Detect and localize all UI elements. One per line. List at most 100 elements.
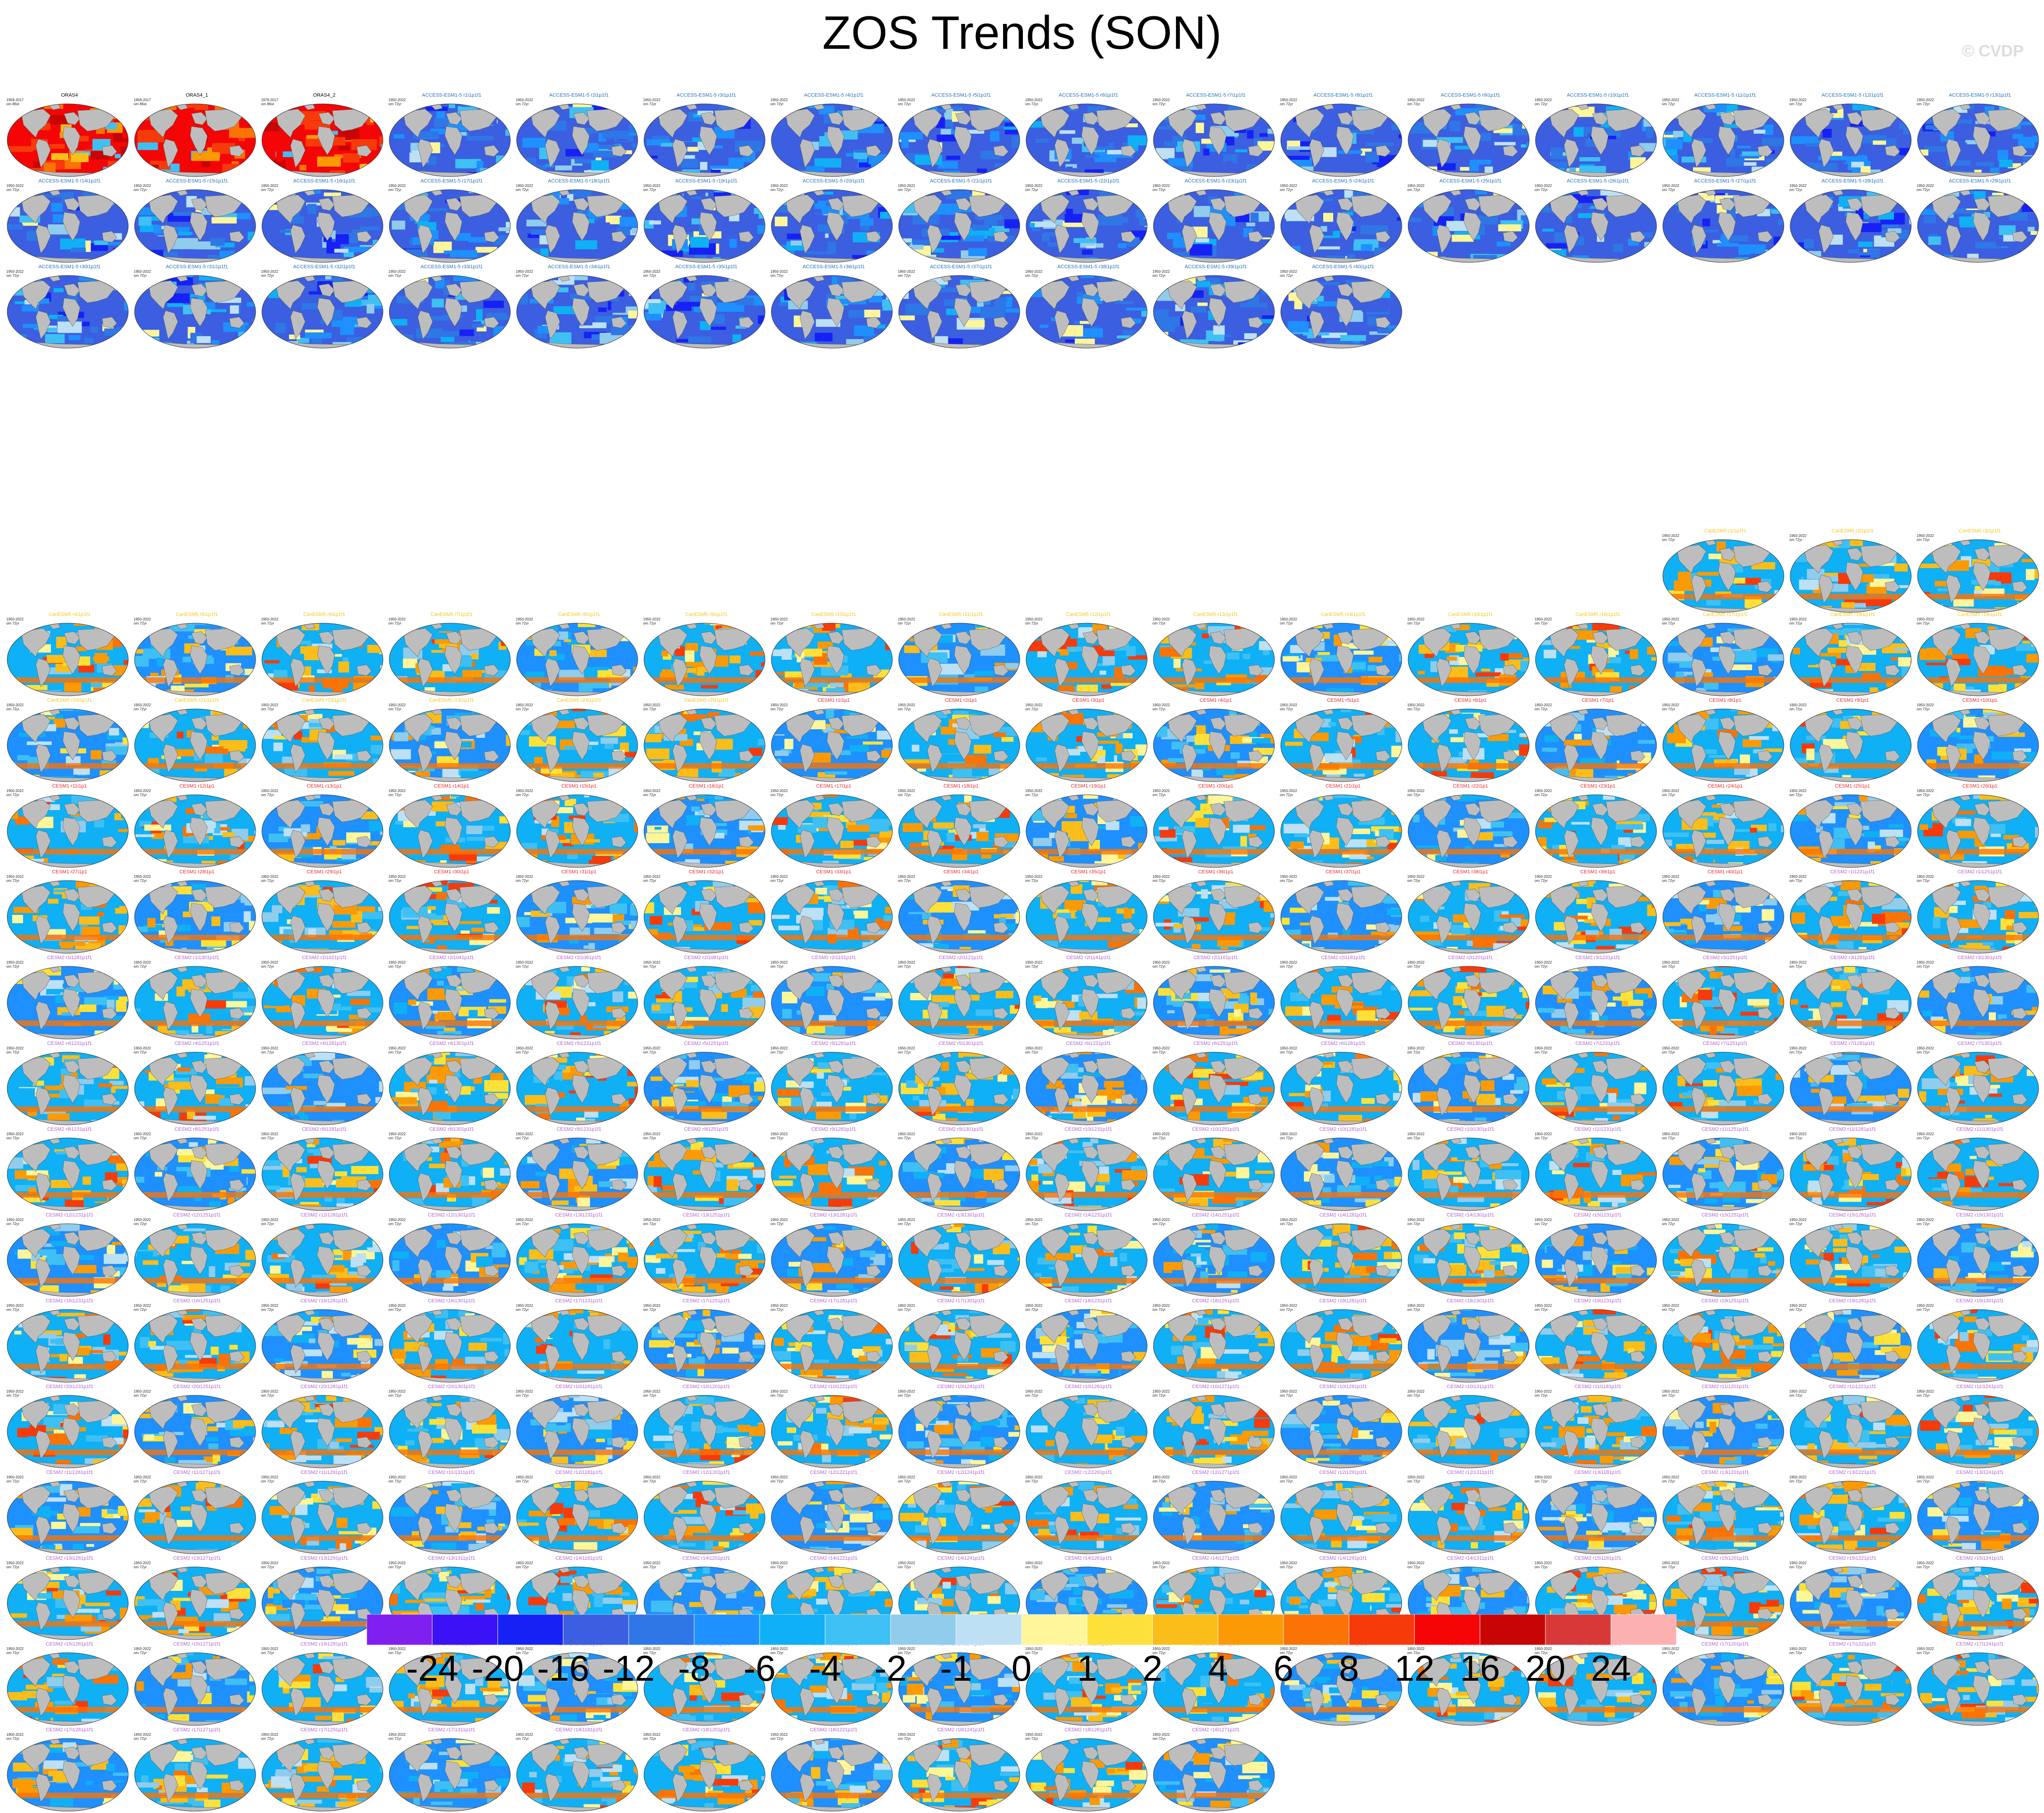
trend-map <box>1917 1389 2039 1468</box>
trend-map <box>1025 270 1148 349</box>
colorbar-swatch <box>760 1614 825 1645</box>
panel-period: 1950-2022 om 72yr <box>1153 184 1170 192</box>
panel-period: 1950-2022 om 72yr <box>1025 1218 1042 1226</box>
panel-period: 1950-2022 om 72yr <box>770 789 788 797</box>
trend-map <box>1662 789 1785 868</box>
panel-period: 1950-2022 om 72yr <box>1153 1132 1170 1140</box>
panel-period: 1950-2022 om 72yr <box>1662 1561 1679 1569</box>
trend-map <box>1153 1132 1275 1211</box>
panel-period: 1950-2022 om 72yr <box>1407 960 1424 969</box>
trend-map <box>1025 1475 1148 1554</box>
panel-period: 1950-2022 om 72yr <box>1025 703 1042 711</box>
panel-period: 1950-2022 om 72yr <box>1917 1561 1934 1569</box>
panel-period: 1950-2022 om 72yr <box>770 960 788 969</box>
trend-map <box>1917 1132 2039 1211</box>
panel-period: 1950-2022 om 72yr <box>1789 1132 1806 1140</box>
panel-period: 1950-2022 om 72yr <box>261 1561 278 1569</box>
trend-map <box>643 617 766 696</box>
panel-period: 1950-2022 om 72yr <box>898 1046 915 1054</box>
trend-map <box>388 617 511 696</box>
trend-map <box>1917 789 2039 868</box>
trend-map <box>1789 789 1912 868</box>
trend-map <box>1025 1733 1148 1812</box>
panel-period: 1950-2022 om 72yr <box>1662 98 1679 106</box>
panel-period: 1950-2022 om 72yr <box>516 98 533 106</box>
panel-period: 1950-2022 om 72yr <box>6 1647 23 1655</box>
panel-period: 1950-2022 om 72yr <box>1917 875 1934 883</box>
panel-period: 1950-2022 om 72yr <box>643 98 660 106</box>
panel-period: 1950-2022 om 72yr <box>770 875 788 883</box>
trend-map <box>1789 875 1912 954</box>
trend-map <box>1025 1046 1148 1125</box>
panel-period: 1950-2022 om 72yr <box>898 1304 915 1312</box>
panel-period: 1950-2022 om 72yr <box>134 1304 151 1312</box>
panel-period: 1950-2022 om 72yr <box>516 270 533 278</box>
trend-map <box>1407 789 1530 868</box>
trend-map <box>261 1561 384 1640</box>
panel-period: 1950-2022 om 72yr <box>1789 1304 1806 1312</box>
panel-period: 1950-2022 om 72yr <box>388 960 406 969</box>
trend-map <box>1789 617 1912 696</box>
trend-map <box>261 875 384 954</box>
trend-map <box>643 98 766 177</box>
trend-map <box>6 875 129 954</box>
trend-map <box>134 789 257 868</box>
panel-period: 1950-2022 om 72yr <box>1789 1218 1806 1226</box>
trend-map <box>1535 1046 1657 1125</box>
trend-map <box>1535 1475 1657 1554</box>
panel-period: 1950-2022 om 72yr <box>898 1733 915 1741</box>
trend-map <box>1535 875 1657 954</box>
trend-map <box>1025 184 1148 263</box>
panel-period: 1950-2022 om 72yr <box>1535 1132 1552 1140</box>
trend-map <box>770 1046 893 1125</box>
trend-map <box>770 789 893 868</box>
colorbar-swatch <box>1218 1614 1283 1645</box>
panel-period: 1950-2022 om 72yr <box>1789 534 1806 542</box>
trend-map <box>261 98 384 177</box>
panel-period: 1950-2022 om 72yr <box>261 960 278 969</box>
colorbar-swatch <box>1349 1614 1414 1645</box>
panel-period: 1950-2022 om 72yr <box>770 703 788 711</box>
trend-map <box>643 1304 766 1383</box>
panel-period: 1950-2022 om 72yr <box>261 875 278 883</box>
trend-map <box>261 960 384 1039</box>
trend-map <box>898 98 1021 177</box>
trend-map <box>898 1218 1021 1297</box>
panel-period: 1950-2022 om 72yr <box>770 1218 788 1226</box>
colorbar-swatch <box>1153 1614 1218 1645</box>
panel-period: 1958-2017 om 86st <box>134 98 151 106</box>
panel-period: 1950-2022 om 72yr <box>1917 789 1934 797</box>
panel-period: 1950-2022 om 72yr <box>1280 1218 1297 1226</box>
